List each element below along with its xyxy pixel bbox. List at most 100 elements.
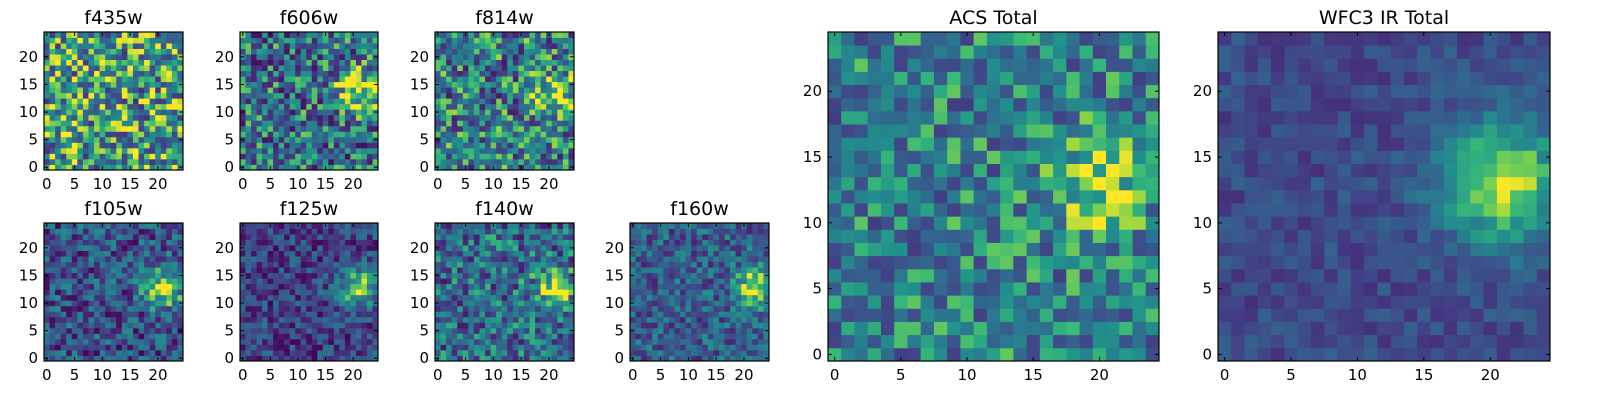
heatmap-cell xyxy=(77,76,84,83)
y-tick-label: 20 xyxy=(19,239,38,257)
heatmap-cell xyxy=(328,256,335,263)
heatmap-cell xyxy=(435,142,441,149)
heatmap-cell xyxy=(333,81,340,88)
heatmap-cell xyxy=(828,334,842,349)
heatmap-cell xyxy=(94,70,100,77)
heatmap-cell xyxy=(262,164,268,171)
heatmap-cell xyxy=(127,239,134,246)
heatmap-cell xyxy=(361,158,368,165)
heatmap-cell xyxy=(523,294,530,301)
heatmap-cell xyxy=(94,256,100,263)
heatmap-cell xyxy=(121,245,128,251)
heatmap-cell xyxy=(557,322,564,329)
heatmap-cell xyxy=(105,294,112,301)
heatmap-cell xyxy=(328,103,335,110)
heatmap-cell xyxy=(166,228,173,235)
heatmap-cell xyxy=(105,125,112,132)
heatmap-cell xyxy=(110,114,117,121)
heatmap-cell xyxy=(49,147,56,154)
heatmap-cell xyxy=(1106,189,1120,204)
heatmap-cell xyxy=(867,321,882,336)
heatmap-cell xyxy=(523,48,530,55)
heatmap-cell xyxy=(284,316,291,323)
heatmap-cell xyxy=(66,76,73,83)
heatmap-cell xyxy=(132,267,139,274)
heatmap-cell xyxy=(657,294,664,301)
heatmap-cell xyxy=(350,333,357,340)
heatmap-cell xyxy=(267,70,274,77)
heatmap-cell xyxy=(66,267,73,274)
heatmap-cell xyxy=(485,158,491,165)
heatmap-cell xyxy=(273,164,280,171)
heatmap-cell xyxy=(668,355,675,362)
heatmap-cell xyxy=(60,136,67,143)
heatmap-cell xyxy=(295,267,302,274)
heatmap-cell xyxy=(94,76,100,83)
heatmap-cell xyxy=(529,120,536,127)
heatmap-cell xyxy=(674,234,681,240)
heatmap-cell xyxy=(60,103,67,110)
heatmap-cell xyxy=(702,228,709,235)
heatmap-cell xyxy=(278,158,285,165)
heatmap-cell xyxy=(71,250,78,257)
heatmap-cell xyxy=(490,228,497,235)
heatmap-cell xyxy=(763,349,770,356)
heatmap-cell xyxy=(171,223,178,229)
heatmap-cell xyxy=(361,43,368,49)
heatmap-cell xyxy=(551,267,558,274)
heatmap-cell xyxy=(144,333,151,340)
heatmap-cell xyxy=(562,158,569,165)
heatmap-cell xyxy=(267,142,274,149)
heatmap-cell xyxy=(256,267,263,274)
heatmap-cell xyxy=(746,278,753,285)
heatmap-cell xyxy=(854,295,869,309)
heatmap-cell xyxy=(468,261,475,268)
heatmap-cell xyxy=(77,223,84,229)
heatmap-cell xyxy=(867,308,882,322)
heatmap-cell xyxy=(479,311,486,318)
heatmap-cell xyxy=(490,289,497,296)
heatmap-cell xyxy=(82,327,89,334)
heatmap-cell xyxy=(295,65,302,72)
heatmap-cell xyxy=(718,300,725,307)
heatmap-cell xyxy=(562,147,569,154)
heatmap-cell xyxy=(557,92,564,99)
heatmap-cell xyxy=(333,344,340,351)
heatmap-cell xyxy=(339,153,346,160)
heatmap-cell xyxy=(278,32,285,38)
heatmap-cell xyxy=(529,81,536,88)
heatmap-cell xyxy=(121,333,128,340)
heatmap-cell xyxy=(479,294,486,301)
heatmap-cell xyxy=(568,131,575,138)
heatmap-cell xyxy=(763,261,770,268)
heatmap-cell xyxy=(306,250,313,257)
heatmap-cell xyxy=(240,316,246,323)
heatmap-cell xyxy=(278,355,285,362)
heatmap-cell xyxy=(127,92,134,99)
heatmap-cell xyxy=(512,338,519,345)
heatmap-cell xyxy=(440,37,447,44)
heatmap-cell xyxy=(1079,268,1094,283)
heatmap-cell xyxy=(479,267,486,274)
heatmap-cell xyxy=(501,65,508,72)
heatmap-cell xyxy=(267,333,274,340)
heatmap-cell xyxy=(262,43,268,49)
heatmap-cell xyxy=(273,261,280,268)
heatmap-cell xyxy=(490,70,497,77)
heatmap-cell xyxy=(718,305,725,312)
heatmap-cell xyxy=(322,245,329,251)
heatmap-cell xyxy=(132,114,139,121)
heatmap-cell xyxy=(841,150,855,164)
heatmap-cell xyxy=(496,228,503,235)
heatmap-cell xyxy=(1106,347,1120,362)
heatmap-cell xyxy=(171,76,178,83)
heatmap-cell xyxy=(540,59,547,66)
heatmap-cell xyxy=(110,234,117,240)
heatmap-cell xyxy=(451,43,458,49)
heatmap-cell xyxy=(306,120,313,127)
heatmap-cell xyxy=(256,250,263,257)
heatmap-cell xyxy=(278,37,285,44)
heatmap-cell xyxy=(155,136,162,143)
heatmap-cell xyxy=(116,87,123,94)
